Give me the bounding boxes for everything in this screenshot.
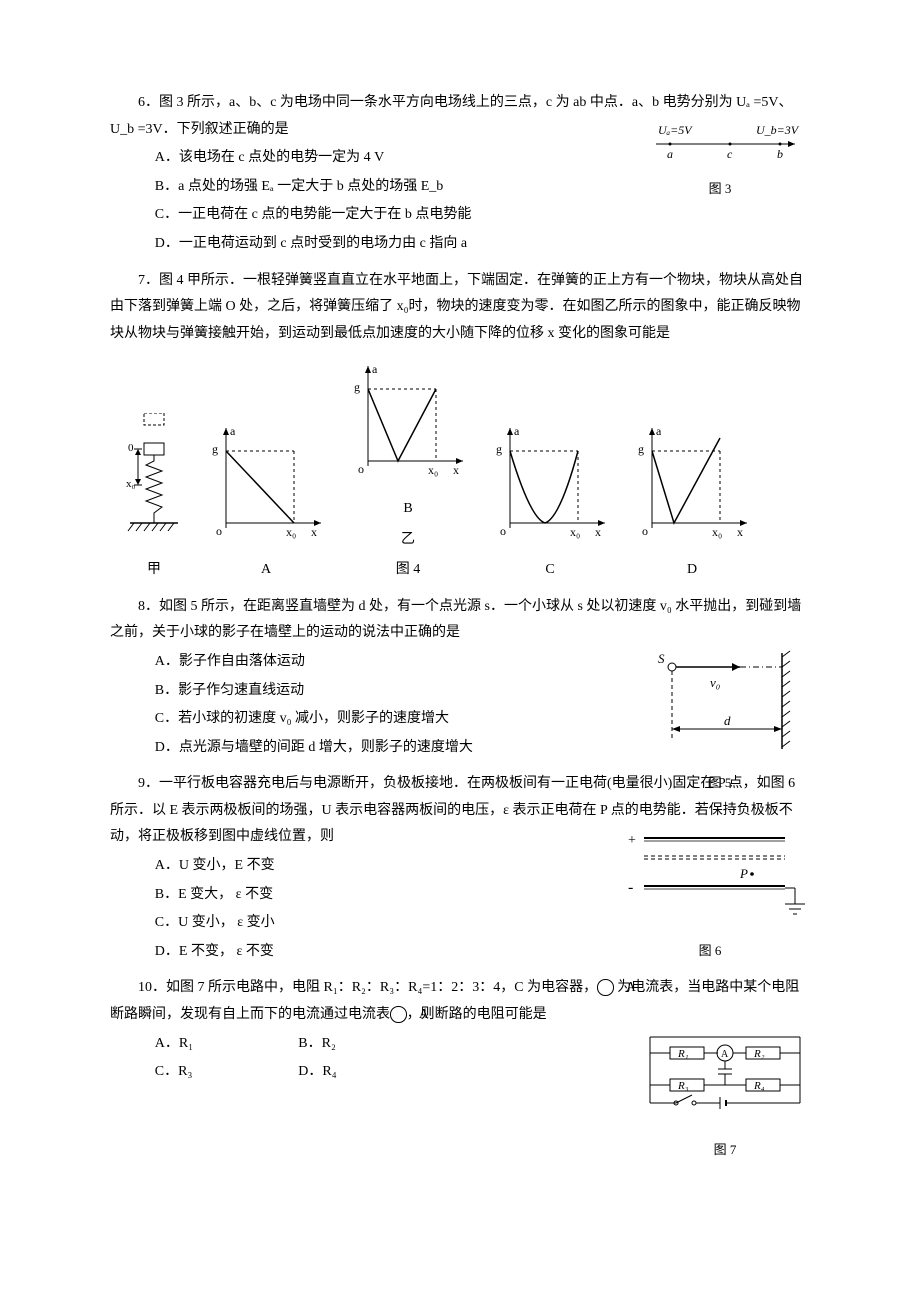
svg-text:a: a bbox=[514, 424, 520, 438]
question-8: S v₀ d 图 5 bbox=[110, 594, 810, 762]
fig4-jia-label: 甲 bbox=[124, 557, 184, 584]
svg-text:a: a bbox=[230, 424, 236, 438]
fig4-graph-d: a g o x₀ x D bbox=[632, 423, 752, 584]
svg-text:o: o bbox=[500, 524, 506, 538]
fig3-arrow bbox=[788, 141, 795, 147]
q10-opt-a: A．R₁ bbox=[155, 1031, 295, 1058]
svg-text:+: + bbox=[628, 833, 636, 848]
svg-text:x: x bbox=[595, 525, 601, 539]
ammeter-icon-2: A bbox=[390, 1006, 407, 1023]
fig4-jia: 0 x₀ 甲 bbox=[124, 413, 184, 584]
fig4-graph-c: a g o x₀ x C bbox=[490, 423, 610, 584]
fig4-c-label: C bbox=[490, 557, 610, 584]
svg-text:x₀: x₀ bbox=[126, 478, 136, 490]
svg-text:R₄: R₄ bbox=[753, 1080, 765, 1092]
svg-text:o: o bbox=[216, 524, 222, 538]
fig4-a-label: A bbox=[206, 557, 326, 584]
svg-text:x₀: x₀ bbox=[428, 463, 438, 477]
svg-text:x: x bbox=[453, 463, 459, 477]
q10-stem-a: 10．如图 7 所示电路中，电阻 R₁：R₂：R₃：R₄=1：2：3：4，C 为… bbox=[138, 980, 597, 995]
figure-5-svg: S v₀ d bbox=[630, 649, 810, 759]
svg-text:g: g bbox=[354, 380, 360, 394]
question-7: 7．图 4 甲所示．一根轻弹簧竖直直立在水平地面上，下端固定．在弹簧的正上方有一… bbox=[110, 268, 810, 584]
figure-7: R₁ A R₂ R₃ R₄ bbox=[640, 1025, 810, 1162]
q6-opt-d: D．一正电荷运动到 c 点时受到的电场力由 c 指向 a bbox=[155, 231, 810, 258]
svg-text:o: o bbox=[642, 524, 648, 538]
figure-7-caption: 图 7 bbox=[640, 1138, 810, 1163]
fig4-d-label: D bbox=[632, 557, 752, 584]
ammeter-icon: A bbox=[597, 979, 614, 996]
svg-text:x₀: x₀ bbox=[570, 525, 580, 539]
figure-6-caption: 图 6 bbox=[610, 939, 810, 964]
figure-6-svg: + P - bbox=[610, 826, 810, 926]
svg-text:R₁: R₁ bbox=[677, 1048, 689, 1060]
svg-text:a: a bbox=[656, 424, 662, 438]
svg-text:A: A bbox=[721, 1049, 729, 1060]
q7-stem: 7．图 4 甲所示．一根轻弹簧竖直直立在水平地面上，下端固定．在弹簧的正上方有一… bbox=[110, 268, 810, 348]
svg-text:d: d bbox=[724, 713, 731, 728]
svg-text:g: g bbox=[638, 442, 644, 456]
svg-text:R₃: R₃ bbox=[677, 1080, 689, 1092]
fig4-graph-a: a g o x₀ x A bbox=[206, 423, 326, 584]
svg-text:x: x bbox=[311, 525, 317, 539]
question-9: + P - 图 6 9．一平行板电容器充电后与电源断开，负极板接地．在两极板间有… bbox=[110, 771, 810, 965]
fig3-pt-b: b bbox=[777, 147, 783, 161]
fig4-c-svg: a g o x₀ x bbox=[490, 423, 610, 543]
q8-stem: 8．如图 5 所示，在距离竖直墙壁为 d 处，有一个点光源 s．一个小球从 s … bbox=[110, 594, 810, 647]
figure-6: + P - 图 6 bbox=[610, 826, 810, 963]
fig3-pt-a: a bbox=[667, 147, 673, 161]
question-10: R₁ A R₂ R₃ R₄ bbox=[110, 975, 810, 1085]
fig4-a-svg: a g o x₀ x bbox=[206, 423, 326, 543]
svg-text:g: g bbox=[212, 442, 218, 456]
figure-7-svg: R₁ A R₂ R₃ R₄ bbox=[640, 1025, 810, 1125]
svg-text:a: a bbox=[372, 362, 378, 376]
q10-stem: 10．如图 7 所示电路中，电阻 R₁：R₂：R₃：R₄=1：2：3：4，C 为… bbox=[110, 975, 810, 1028]
svg-text:x₀: x₀ bbox=[286, 525, 296, 539]
fig3-ub-label: U_b=3V bbox=[756, 123, 800, 137]
figure-3-svg: Uₐ=5V U_b=3V a c b bbox=[630, 120, 810, 175]
fig4-graph-b: a g o x₀ x B 乙 图 4 bbox=[348, 361, 468, 583]
figure-3: Uₐ=5V U_b=3V a c b 图 3 bbox=[630, 120, 810, 202]
fig4-yi-label: 乙 bbox=[348, 527, 468, 554]
svg-text:v₀: v₀ bbox=[710, 675, 720, 690]
figure-4-row: 0 x₀ 甲 bbox=[124, 361, 810, 583]
svg-text:x₀: x₀ bbox=[712, 525, 722, 539]
fig4-jia-svg: 0 x₀ bbox=[124, 413, 184, 543]
svg-text:R₂: R₂ bbox=[753, 1048, 765, 1060]
figure-4-caption: 图 4 bbox=[348, 557, 468, 584]
q10-stem-c: ，则断路的电阻可能是 bbox=[407, 1007, 547, 1022]
svg-text:x: x bbox=[737, 525, 743, 539]
q10-opt-b: B．R₂ bbox=[298, 1031, 438, 1058]
fig3-ua-label: Uₐ=5V bbox=[658, 123, 693, 137]
svg-text:P: P bbox=[739, 866, 748, 881]
q6-opt-c: C．一正电荷在 c 点的电势能一定大于在 b 点电势能 bbox=[155, 202, 810, 229]
svg-text:S: S bbox=[658, 651, 665, 666]
svg-text:-: - bbox=[628, 879, 633, 896]
question-6: Uₐ=5V U_b=3V a c b 图 3 6．图 3 所示，a、b、c 为电… bbox=[110, 90, 810, 258]
fig4-d-svg: a g o x₀ x bbox=[632, 423, 752, 543]
fig3-pt-c: c bbox=[727, 147, 733, 161]
svg-text:g: g bbox=[496, 442, 502, 456]
svg-text:0: 0 bbox=[128, 442, 134, 454]
fig4-b-svg: a g o x₀ x bbox=[348, 361, 468, 481]
q10-opt-d: D．R₄ bbox=[298, 1059, 438, 1086]
q10-opt-c: C．R₃ bbox=[155, 1059, 295, 1086]
svg-text:o: o bbox=[358, 462, 364, 476]
fig4-b-label: B bbox=[348, 496, 468, 523]
figure-3-caption: 图 3 bbox=[630, 177, 810, 202]
